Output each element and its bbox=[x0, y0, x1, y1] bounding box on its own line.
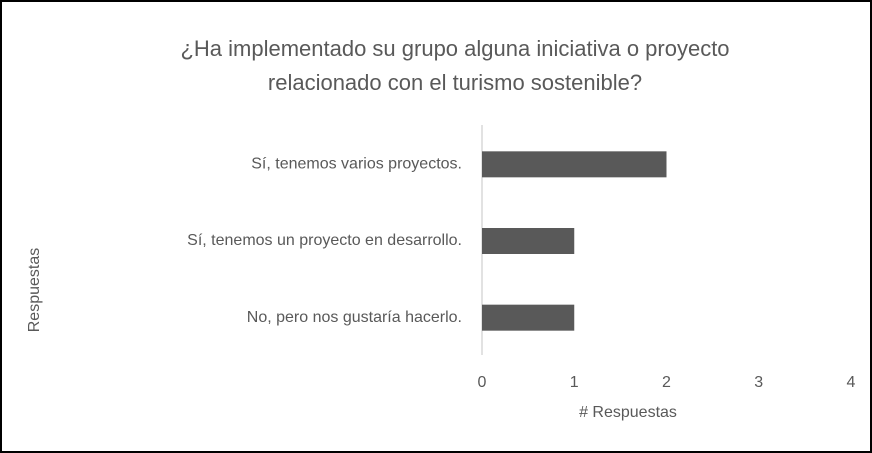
y-tick-label: Sí, tenemos varios proyectos. bbox=[251, 156, 462, 173]
x-tick-label: 0 bbox=[478, 374, 487, 391]
x-tick-label: 4 bbox=[847, 374, 856, 391]
y-tick-label: Sí, tenemos un proyecto en desarrollo. bbox=[187, 232, 462, 249]
bar bbox=[482, 151, 667, 178]
x-axis-label: # Respuestas bbox=[579, 404, 677, 421]
bar bbox=[482, 304, 575, 331]
x-tick-label: 2 bbox=[662, 374, 671, 391]
y-axis-label: Respuestas bbox=[26, 248, 43, 333]
x-tick-label: 3 bbox=[754, 374, 763, 391]
bar bbox=[482, 228, 575, 254]
chart-title: ¿Ha implementado su grupo alguna iniciat… bbox=[180, 36, 730, 95]
x-tick-label: 1 bbox=[570, 374, 579, 391]
y-tick-label: No, pero nos gustaría hacerlo. bbox=[247, 309, 462, 326]
